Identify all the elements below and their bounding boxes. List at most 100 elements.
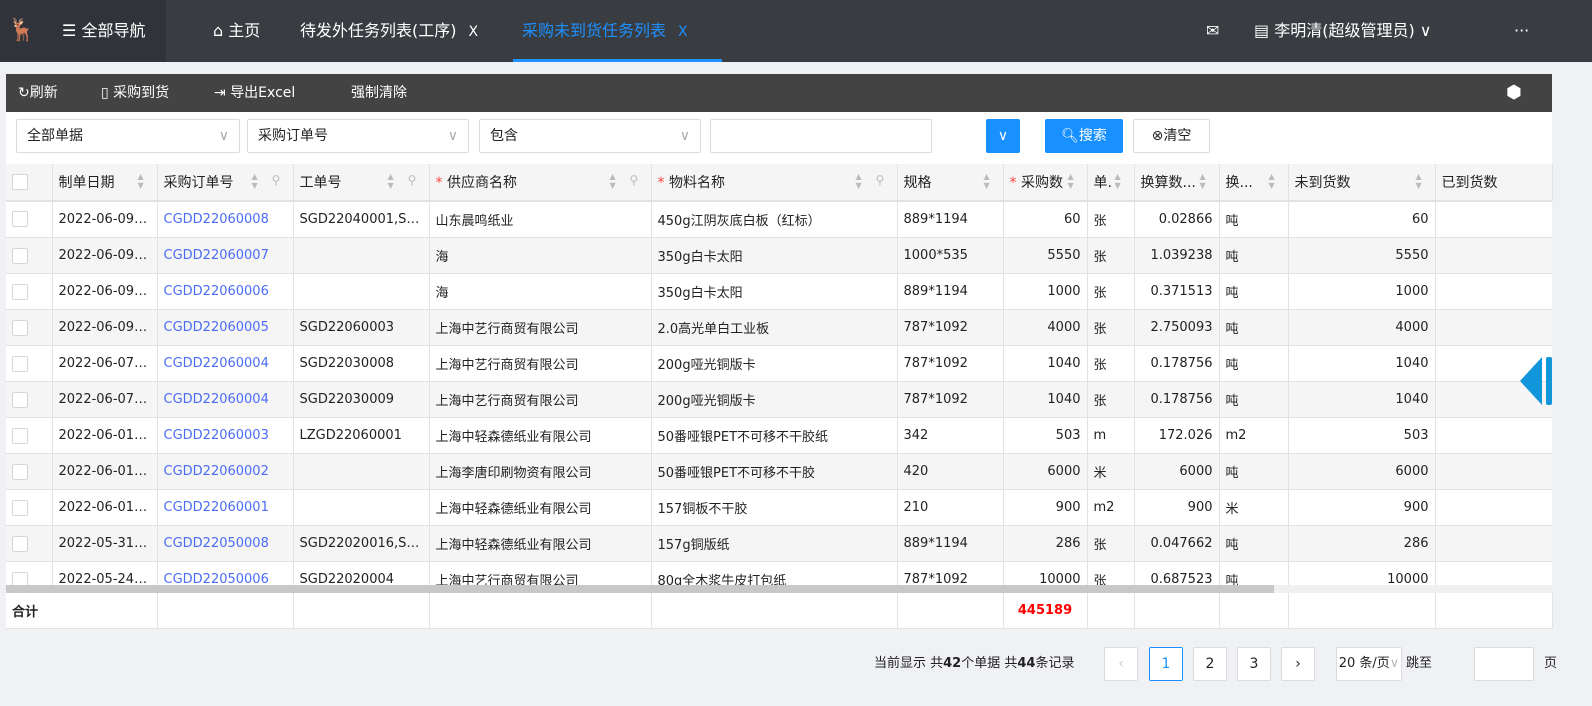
user-menu[interactable]: ▤ 李明清(超级管理员) ∨: [1254, 21, 1432, 40]
order-link[interactable]: CGDD22060008: [163, 211, 269, 227]
column-header[interactable]: 制单日期 ▲ ▼: [52, 164, 158, 201]
column-header[interactable]: 采购订单号 ▲ ▼ ⚲: [157, 164, 294, 201]
table-cell[interactable]: CGDD22060001: [157, 489, 294, 526]
table-row[interactable]: 2022-06-07 ... CGDD22060004 SGD22030008 上海中…: [6, 345, 1552, 382]
sort-icon[interactable]: ▲ ▼: [1114, 172, 1121, 190]
search-value-input[interactable]: [710, 119, 932, 153]
sort-icon[interactable]: ▲ ▼: [1268, 172, 1275, 190]
column-header[interactable]: 单. ▲ ▼: [1087, 164, 1135, 201]
tab-home[interactable]: ⌂ 主页: [213, 21, 261, 40]
force-clear-button[interactable]: 强制清除: [351, 85, 407, 101]
order-link[interactable]: CGDD22060002: [163, 464, 269, 479]
sort-icon[interactable]: ▲ ▼: [137, 172, 144, 190]
page-1[interactable]: 1: [1149, 647, 1183, 681]
row-checkbox-cell[interactable]: [6, 453, 53, 490]
order-link[interactable]: CGDD22060004: [163, 392, 269, 407]
field-select[interactable]: 采购订单号 ∨: [247, 119, 469, 153]
row-checkbox[interactable]: [12, 571, 28, 585]
sort-icon[interactable]: ▲ ▼: [1415, 172, 1422, 190]
column-header[interactable]: * 物料名称 ▲ ▼ ⚲: [651, 164, 898, 201]
row-checkbox-cell[interactable]: [6, 201, 53, 238]
order-link[interactable]: CGDD22060003: [163, 428, 269, 443]
table-cell[interactable]: CGDD22060006: [157, 273, 294, 310]
column-header[interactable]: 已到货数: [1435, 164, 1553, 201]
table-cell[interactable]: CGDD22060008: [157, 201, 294, 238]
table-cell[interactable]: CGDD22050008: [157, 525, 294, 562]
tab-outsource-tasks[interactable]: 待发外任务列表(工序) X: [300, 21, 479, 40]
row-checkbox[interactable]: [12, 463, 28, 480]
all-nav-button[interactable]: ☰ 全部导航: [44, 0, 166, 62]
row-checkbox[interactable]: [12, 319, 28, 336]
row-checkbox-cell[interactable]: [6, 273, 53, 310]
refresh-button[interactable]: ↻刷新: [18, 85, 58, 101]
column-search-icon[interactable]: ⚲: [629, 173, 639, 187]
column-header[interactable]: 规格 ▲ ▼: [897, 164, 1004, 201]
table-row[interactable]: 2022-06-09 ... CGDD22060007 海 350g白卡太阳 1000*…: [6, 237, 1552, 274]
row-checkbox[interactable]: [12, 391, 28, 408]
tab-purchase-pending[interactable]: 采购未到货任务列表 X: [513, 0, 722, 62]
order-link[interactable]: CGDD22060005: [163, 320, 269, 335]
scope-select[interactable]: 全部单据 ∨: [16, 119, 240, 153]
row-checkbox[interactable]: [12, 499, 28, 516]
sort-icon[interactable]: ▲ ▼: [983, 172, 990, 190]
sort-icon[interactable]: ▲ ▼: [387, 172, 394, 190]
purchase-arrival-button[interactable]: ▯ 采购到货: [101, 85, 170, 101]
order-link[interactable]: CGDD22060006: [163, 284, 269, 299]
column-header[interactable]: 未到货数 ▲ ▼: [1288, 164, 1436, 201]
expand-filter-button[interactable]: ∨: [986, 119, 1020, 153]
column-header[interactable]: 换... ▲ ▼: [1219, 164, 1289, 201]
next-page-button[interactable]: ›: [1281, 647, 1315, 681]
sort-icon[interactable]: ▲ ▼: [1067, 172, 1074, 190]
row-checkbox-cell[interactable]: [6, 309, 53, 346]
settings-icon[interactable]: ⬢: [1506, 82, 1522, 103]
row-checkbox-cell[interactable]: [6, 417, 53, 454]
table-row[interactable]: 2022-06-01 ... CGDD22060001 上海中轻森德纸业有限公司 15…: [6, 489, 1552, 526]
order-link[interactable]: CGDD22060001: [163, 500, 269, 515]
column-header[interactable]: 工单号 ▲ ▼ ⚲: [293, 164, 430, 201]
table-row[interactable]: 2022-06-09 ... CGDD22060006 海 350g白卡太阳 889*1…: [6, 273, 1552, 310]
more-button[interactable]: ···: [1514, 21, 1530, 40]
page-3[interactable]: 3: [1237, 647, 1271, 681]
close-icon[interactable]: X: [468, 24, 479, 40]
search-button[interactable]: 🔍︎搜索: [1045, 119, 1123, 153]
row-checkbox[interactable]: [12, 247, 28, 264]
export-excel-button[interactable]: ⇥ 导出Excel: [214, 85, 296, 101]
row-checkbox-cell[interactable]: [6, 237, 53, 274]
table-cell[interactable]: CGDD22060005: [157, 309, 294, 346]
table-cell[interactable]: CGDD22060007: [157, 237, 294, 274]
column-search-icon[interactable]: ⚲: [875, 173, 885, 187]
collapse-side-panel-button[interactable]: [1518, 357, 1552, 409]
sort-icon[interactable]: ▲ ▼: [251, 172, 258, 190]
row-checkbox[interactable]: [12, 427, 28, 444]
table-row[interactable]: 2022-05-24 ... CGDD22050006 SGD22020004 上海中…: [6, 561, 1552, 585]
table-row[interactable]: 2022-06-01 ... CGDD22060002 上海李唐印刷物资有限公司 50…: [6, 453, 1552, 490]
order-link[interactable]: CGDD22060004: [163, 356, 269, 371]
table-row[interactable]: 2022-06-01 ... CGDD22060003 LZGD22060001 上海…: [6, 417, 1552, 454]
column-header[interactable]: 换算数... ▲ ▼: [1134, 164, 1220, 201]
row-checkbox[interactable]: [12, 211, 28, 228]
column-header[interactable]: * 供应商名称 ▲ ▼ ⚲: [429, 164, 652, 201]
select-all-checkbox[interactable]: [12, 173, 28, 190]
row-checkbox[interactable]: [12, 535, 28, 552]
order-link[interactable]: CGDD22060007: [163, 248, 269, 263]
mail-icon[interactable]: ✉: [1206, 21, 1220, 40]
table-cell[interactable]: CGDD22060002: [157, 453, 294, 490]
row-checkbox-cell[interactable]: [6, 489, 53, 526]
table-cell[interactable]: CGDD22060003: [157, 417, 294, 454]
table-row[interactable]: 2022-06-09 ... CGDD22060008 SGD22040001,SG…: [6, 201, 1552, 238]
select-all-checkbox-cell[interactable]: [6, 164, 53, 201]
page-2[interactable]: 2: [1193, 647, 1227, 681]
row-checkbox[interactable]: [12, 355, 28, 372]
row-checkbox-cell[interactable]: [6, 525, 53, 562]
scrollbar-thumb[interactable]: [6, 584, 1274, 593]
table-row[interactable]: 2022-06-09 ... CGDD22060005 SGD22060003 上海中…: [6, 309, 1552, 346]
table-cell[interactable]: CGDD22050006: [157, 561, 294, 585]
jump-page-input[interactable]: [1474, 647, 1534, 681]
order-link[interactable]: CGDD22050008: [163, 536, 269, 551]
table-cell[interactable]: CGDD22060004: [157, 381, 294, 418]
operator-select[interactable]: 包含 ∨: [479, 119, 701, 153]
sort-icon[interactable]: ▲ ▼: [1199, 172, 1206, 190]
table-body[interactable]: 2022-06-09 ... CGDD22060008 SGD22040001,SG…: [6, 200, 1552, 585]
table-row[interactable]: 2022-05-31 ... CGDD22050008 SGD22020016,SG…: [6, 525, 1552, 562]
column-search-icon[interactable]: ⚲: [407, 173, 417, 187]
